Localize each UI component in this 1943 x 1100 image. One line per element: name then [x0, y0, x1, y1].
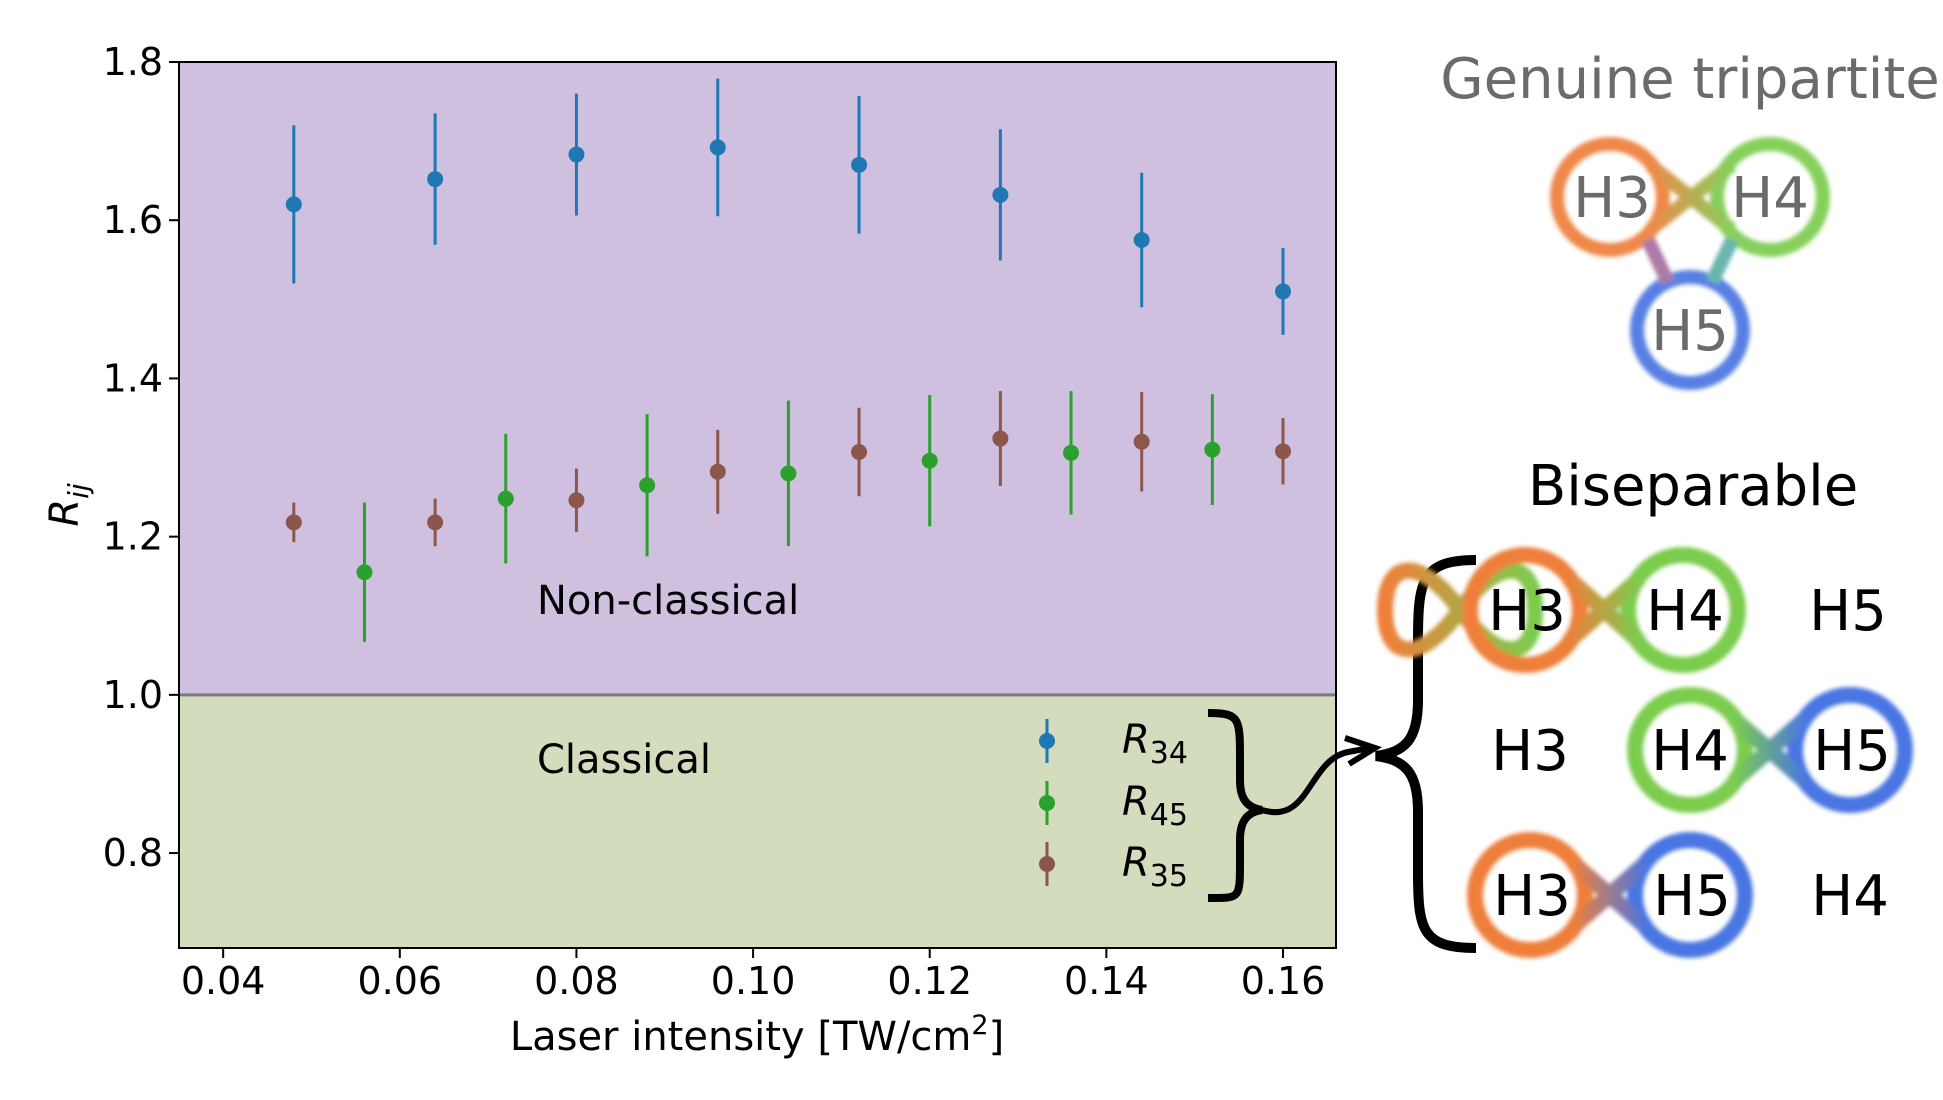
legend-marker: [1039, 795, 1055, 811]
data-point: [568, 492, 585, 509]
plot-frame: [178, 61, 1337, 949]
tripartite-h4-label: H4: [1731, 166, 1809, 231]
tripartite-h5-label: H5: [1651, 299, 1729, 364]
y-tick-label: 1.8: [103, 40, 163, 84]
h3-h4-knot: [1376, 547, 1746, 673]
data-point: [568, 146, 585, 163]
legend-label: R35: [1122, 840, 1188, 894]
non-classical-label: Non-classical: [537, 578, 799, 624]
h5-loop: [1627, 832, 1753, 958]
data-point: [285, 196, 302, 213]
legend-label: R45: [1122, 779, 1188, 833]
connector-arrow: [1261, 745, 1371, 816]
y-tick-label: 1.2: [103, 515, 163, 559]
legend-label: R34: [1122, 717, 1188, 771]
y-tick-label: 0.8: [103, 831, 163, 875]
data-point: [497, 490, 514, 507]
h4-loop: [1620, 547, 1746, 673]
x-axis: 0.04 0.06 0.08 0.10 0.12 0.14 0.16: [181, 948, 1325, 1003]
h3-h4-cross: [1562, 572, 1646, 648]
y-tick-label: 1.6: [103, 198, 163, 242]
data-point: [639, 477, 656, 494]
data-point: [709, 463, 726, 480]
data-point: [921, 452, 938, 469]
h3-h4-infinity: [1376, 562, 1544, 658]
row3-single-label: H4: [1811, 864, 1889, 929]
data-point: [1063, 444, 1080, 461]
tripartite-knot: [1550, 137, 1830, 390]
y-tick-label: 1.4: [103, 356, 163, 400]
x-tick-label: 0.12: [887, 959, 972, 1003]
biseparable-brace: [1375, 555, 1477, 953]
data-point: [992, 430, 1009, 447]
connector-arrowhead: [1344, 735, 1383, 767]
biseparable-row-3: H3 H5 H4: [1467, 832, 1889, 958]
data-point: [427, 514, 444, 531]
genuine-tripartite-title: Genuine tripartite: [1440, 47, 1940, 112]
data-point: [851, 156, 868, 173]
data-point: [427, 171, 444, 188]
row1-left-label: H3: [1488, 579, 1566, 644]
classical-region: [179, 694, 1336, 948]
x-tick-label: 0.16: [1241, 959, 1326, 1003]
y-axis: 0.8 1.0 1.2 1.4 1.6 1.8: [103, 40, 179, 875]
data-point: [1133, 433, 1150, 450]
y-axis-label: Rij: [42, 483, 95, 527]
row1-right-label: H4: [1646, 579, 1724, 644]
legend: R34 R45 R35: [1039, 717, 1188, 894]
row3-left-label: H3: [1493, 864, 1571, 929]
data-point: [709, 139, 726, 156]
entanglement-diagram: Genuine tripartite H3 H4 H5 Biseparable …: [1375, 47, 1940, 958]
h4-h5-knot: [1627, 687, 1913, 813]
series-R45: [356, 391, 1221, 642]
row3-right-label: H5: [1653, 864, 1731, 929]
x-axis-label: Laser intensity [TW/cm2]: [510, 1010, 1004, 1060]
data-point: [1275, 443, 1292, 460]
h4-h5-link: [1705, 236, 1739, 286]
h3-ring: [1550, 137, 1670, 257]
h3-h4-link: [1645, 159, 1737, 236]
h3-h5-cross: [1567, 856, 1652, 934]
plot-area: Non-classical Classical 0.04 0.06 0.08 0.10…: [42, 40, 1383, 1060]
data-point: [1204, 441, 1221, 458]
y-tick-label: 1.0: [103, 673, 163, 717]
data-point: [1133, 231, 1150, 248]
h3-h5-knot: [1467, 832, 1753, 958]
series-R35: [285, 391, 1292, 547]
x-tick-label: 0.10: [711, 959, 796, 1003]
data-point: [356, 564, 373, 581]
series-R34: [285, 78, 1292, 335]
data-point: [851, 443, 868, 460]
x-tick-label: 0.06: [357, 959, 442, 1003]
tripartite-h3-label: H3: [1573, 166, 1651, 231]
h3-loop: [1462, 547, 1588, 673]
h3-h5-link: [1641, 236, 1675, 286]
non-classical-region: [179, 62, 1336, 695]
classical-label: Classical: [537, 737, 711, 783]
legend-marker: [1039, 856, 1055, 872]
data-point: [285, 514, 302, 531]
h3-loop: [1467, 832, 1593, 958]
data-point: [780, 465, 797, 482]
data-points: [285, 78, 1292, 642]
x-tick-label: 0.04: [181, 959, 266, 1003]
x-tick-label: 0.14: [1064, 959, 1149, 1003]
row1-single-label: H5: [1809, 579, 1887, 644]
biseparable-row-1: H3 H4 H5: [1376, 547, 1887, 673]
x-tick-label: 0.08: [534, 959, 619, 1003]
data-point: [992, 186, 1009, 203]
data-point: [1275, 283, 1292, 300]
legend-marker: [1039, 733, 1055, 749]
row2-single-label: H3: [1491, 719, 1569, 784]
h4-loop: [1627, 687, 1753, 813]
biseparable-title: Biseparable: [1528, 454, 1858, 519]
h4-h5-cross: [1727, 711, 1812, 789]
h4-ring: [1710, 137, 1830, 257]
row2-right-label: H5: [1813, 719, 1891, 784]
biseparable-row-2: H3 H4 H5: [1491, 687, 1913, 813]
h5-loop: [1787, 687, 1913, 813]
row2-left-label: H4: [1651, 719, 1729, 784]
h5-ring: [1630, 270, 1750, 390]
